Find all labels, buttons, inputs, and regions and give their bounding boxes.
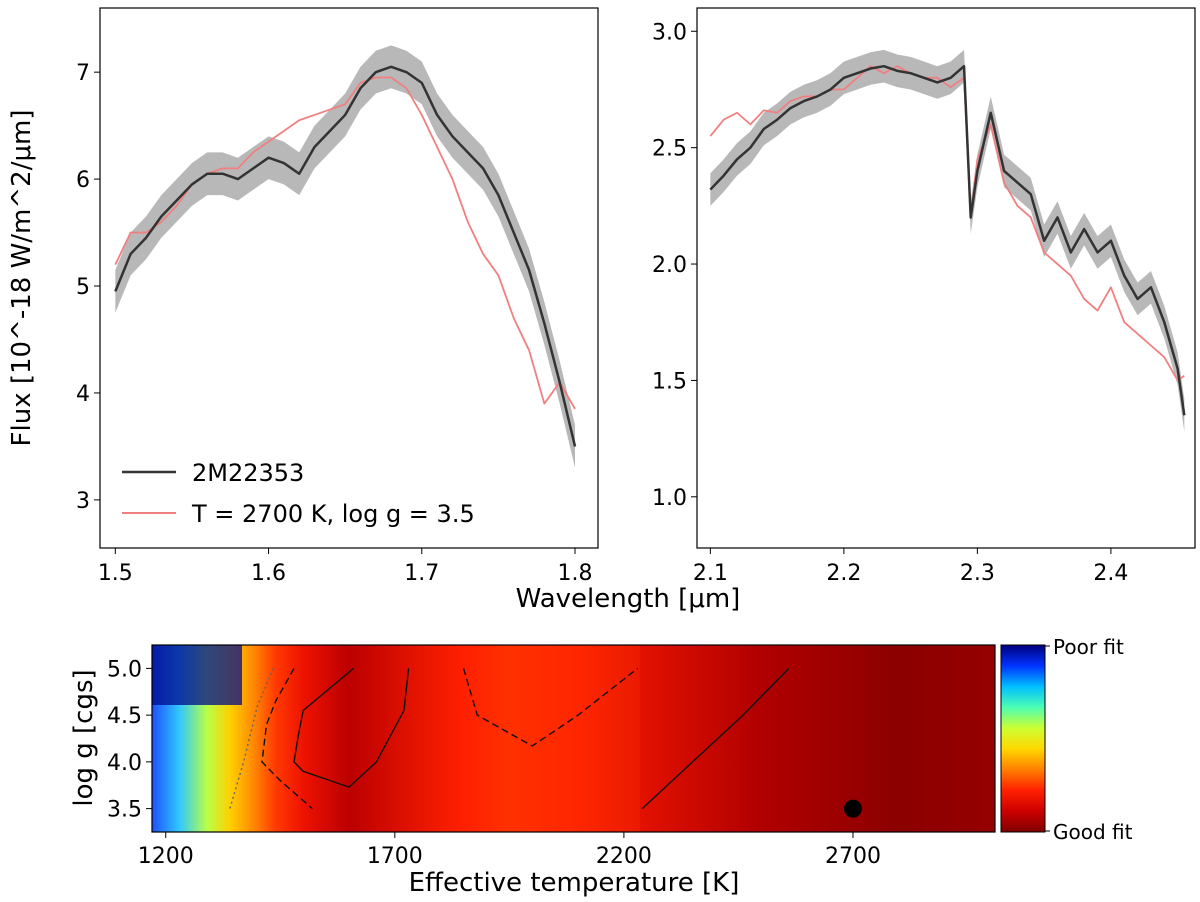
goodness-of-fit-map: 1200 1700 2200 2700 3.5 4.0 4.5 5.0 log g [cgs]… [69,635,1133,898]
x-tick-label: 1.7 [404,561,439,586]
axis-ticks: 1200 1700 2200 2700 3.5 4.0 4.5 5.0 [107,657,881,869]
x-tick-label: 1.8 [558,561,593,586]
y-tick-label: 3.5 [107,798,142,823]
spectrum-panel-k-band: 2.1 2.2 2.3 2.4 1.0 1.5 2.0 2.5 3.0 [652,7,1196,586]
y-axis-label-logg: log g [cgs] [69,669,99,806]
series-line-observed [709,64,1186,416]
axis-ticks: 2.1 2.2 2.3 2.4 1.0 1.5 2.0 2.5 3.0 [652,20,1128,586]
series-line-model [709,65,1185,382]
y-tick-label: 5 [76,275,90,300]
y-tick-label: 3 [76,489,90,514]
y-tick-label: 4.5 [107,704,142,729]
x-tick-label: 2.2 [826,561,861,586]
y-tick-label: 4.0 [107,751,142,776]
contours [229,667,790,810]
contour-solid [293,667,410,788]
y-tick-label: 2.5 [652,137,687,162]
colorbar-label-poor-fit: Poor fit [1053,635,1124,659]
heatmap-worst-fit-region [152,645,242,705]
x-axis-label-wavelength: Wavelength [μm] [516,584,741,614]
spectrum-panel-h-band: 1.5 1.6 1.7 1.8 3 4 5 6 7 2M22353 T = 2700 K, lo… [76,7,599,586]
x-tick-label: 2.1 [693,561,728,586]
y-tick-label: 3.0 [652,20,687,45]
y-tick-label: 2.0 [652,253,687,278]
plot-area [709,49,1186,432]
x-tick-label: 2700 [825,844,881,869]
x-tick-label: 1200 [138,844,194,869]
legend-label-observed: 2M22353 [192,459,304,487]
contour-solid [641,667,790,810]
y-tick-label: 4 [76,382,90,407]
x-tick-label: 1.6 [251,561,286,586]
uncertainty-band [710,49,1185,432]
x-tick-label: 2.3 [960,561,995,586]
x-tick-label: 1700 [367,844,423,869]
y-tick-label: 1.0 [652,486,687,511]
axes-frame [151,644,996,833]
uncertainty-band [115,45,576,468]
axes-frame [696,7,1196,549]
y-axis-label-flux: Flux [10^-18 W/m^2/μm] [7,110,37,447]
x-tick-label: 2.4 [1093,561,1128,586]
y-tick-label: 1.5 [652,369,687,394]
axis-ticks: 1.5 1.6 1.7 1.8 3 4 5 6 7 [76,61,593,586]
y-tick-label: 6 [76,168,90,193]
contour-dashed [261,668,313,810]
legend: 2M22353 T = 2700 K, log g = 3.5 [122,459,475,528]
x-axis-label-teff: Effective temperature [K] [409,868,740,898]
y-tick-label: 7 [76,61,90,86]
contour-dotted [229,668,275,809]
contour-dashed [462,667,639,747]
x-tick-label: 2200 [596,844,652,869]
heatmap-warm-band [500,645,640,832]
y-tick-label: 5.0 [107,657,142,682]
plot-area [114,45,577,468]
axes-frame [99,7,599,549]
colorbar [1000,644,1046,833]
best-fit-marker [843,799,862,818]
colorbar-label-good-fit: Good fit [1053,820,1133,844]
x-tick-label: 1.5 [98,561,133,586]
series-line-observed [114,65,577,447]
legend-label-model: T = 2700 K, log g = 3.5 [191,500,475,528]
